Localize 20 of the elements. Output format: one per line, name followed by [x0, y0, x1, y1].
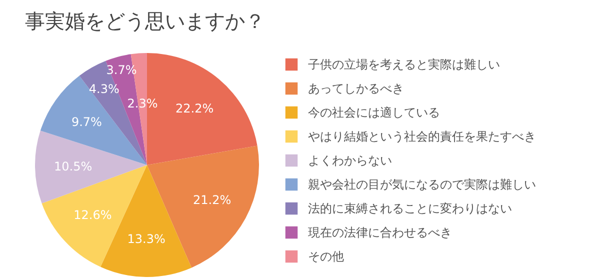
- legend-label: 現在の法律に合わせるべき: [308, 226, 452, 240]
- legend-label: その他: [308, 250, 344, 264]
- data-label: 2.3%: [127, 96, 158, 111]
- data-label: 3.7%: [106, 62, 137, 77]
- data-label: 12.6%: [74, 208, 112, 222]
- chart-title: 事実婚をどう思いますか？: [25, 9, 265, 33]
- legend-label: あってしかるべき: [308, 82, 404, 96]
- legend-label: よくわからない: [308, 154, 392, 168]
- legend-label: 親や会社の目が気になるので実際は難しい: [308, 178, 536, 192]
- data-label: 13.3%: [127, 232, 166, 246]
- data-label: 9.7%: [71, 115, 102, 130]
- pie-slice: [35, 130, 147, 204]
- data-label: 4.3%: [88, 82, 120, 96]
- data-label: 22.2%: [175, 101, 214, 116]
- legend-label: 今の社会には適している: [308, 106, 440, 120]
- legend-label: 子供の立場を考えると実際は難しい: [308, 58, 500, 72]
- data-label: 21.2%: [193, 193, 232, 208]
- legend-label: 法的に束縛されることに変わりはない: [308, 202, 512, 216]
- legend-label: やはり結婚という社会的責任を果たすべき: [308, 130, 536, 144]
- data-label: 10.5%: [54, 159, 92, 174]
